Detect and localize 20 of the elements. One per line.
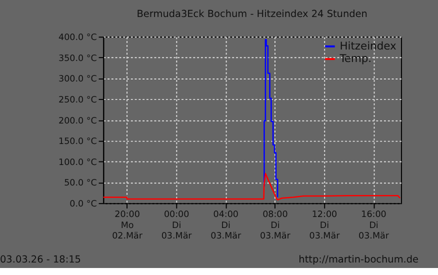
y-tick-label: 250.0 °C (58, 95, 97, 106)
chart-title: Bermuda3Eck Bochum - Hitzeindex 24 Stunden (136, 9, 368, 20)
legend-label: Temp. (338, 52, 372, 65)
x-tick-label: 12:00 Di 03.Mär (309, 210, 340, 242)
y-tick-label: 150.0 °C (58, 137, 97, 148)
y-tick-label: 350.0 °C (58, 54, 97, 64)
legend-label: Hitzeindex (340, 39, 396, 52)
x-tick-label: 08:00 Di 03.Mär (260, 210, 291, 242)
x-tick-label: 20:00 Mo 02.Mär (112, 210, 143, 242)
text: 03.03.26 - 18:15 (0, 254, 81, 266)
x-tick-label: 04:00 Di 03.Mär (210, 210, 242, 242)
y-tick-label: 400.0 °C (58, 33, 97, 44)
y-tick-label: 200.0 °C (58, 116, 97, 126)
x-tick-label: 16:00 Di 03.Mär (358, 210, 390, 242)
y-tick-label: 0.0 °C (70, 200, 97, 210)
y-tick-label: 100.0 °C (58, 158, 97, 168)
text: http://martin-bochum.de (298, 254, 419, 266)
x-tick-label: 00:00 Di 03.Mär (161, 210, 192, 242)
y-tick-label: 300.0 °C (58, 74, 97, 85)
y-tick-label: 50.0 °C (64, 178, 97, 189)
